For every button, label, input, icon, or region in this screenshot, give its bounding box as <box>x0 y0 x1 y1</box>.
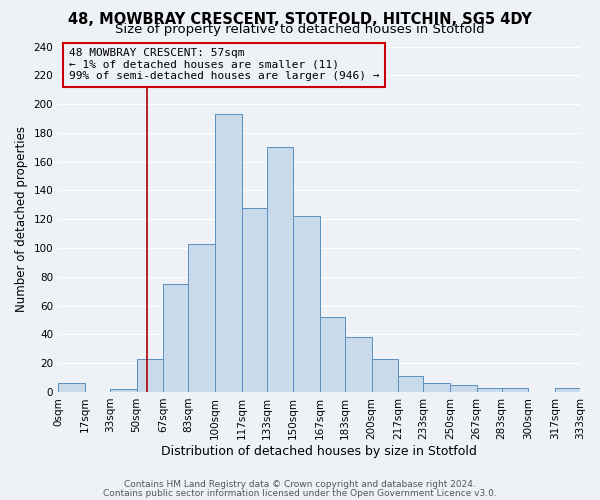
Bar <box>476 388 502 392</box>
Bar <box>110 389 137 392</box>
Text: 48, MOWBRAY CRESCENT, STOTFOLD, HITCHIN, SG5 4DY: 48, MOWBRAY CRESCENT, STOTFOLD, HITCHIN,… <box>68 12 532 28</box>
Bar <box>450 385 476 392</box>
Bar <box>398 376 423 392</box>
Bar <box>502 388 528 392</box>
Y-axis label: Number of detached properties: Number of detached properties <box>15 126 28 312</box>
Text: Contains public sector information licensed under the Open Government Licence v3: Contains public sector information licen… <box>103 488 497 498</box>
Bar <box>371 359 398 392</box>
Bar <box>345 338 371 392</box>
Bar <box>555 388 580 392</box>
Bar <box>293 216 320 392</box>
Text: 48 MOWBRAY CRESCENT: 57sqm
← 1% of detached houses are smaller (11)
99% of semi-: 48 MOWBRAY CRESCENT: 57sqm ← 1% of detac… <box>68 48 379 82</box>
Text: Size of property relative to detached houses in Stotfold: Size of property relative to detached ho… <box>115 22 485 36</box>
Bar <box>163 284 188 392</box>
Bar <box>58 384 85 392</box>
Bar <box>215 114 242 392</box>
Bar <box>137 359 163 392</box>
Bar <box>188 244 215 392</box>
Bar <box>266 148 293 392</box>
X-axis label: Distribution of detached houses by size in Stotfold: Distribution of detached houses by size … <box>161 444 477 458</box>
Bar <box>423 384 450 392</box>
Bar <box>242 208 266 392</box>
Text: Contains HM Land Registry data © Crown copyright and database right 2024.: Contains HM Land Registry data © Crown c… <box>124 480 476 489</box>
Bar <box>320 317 345 392</box>
